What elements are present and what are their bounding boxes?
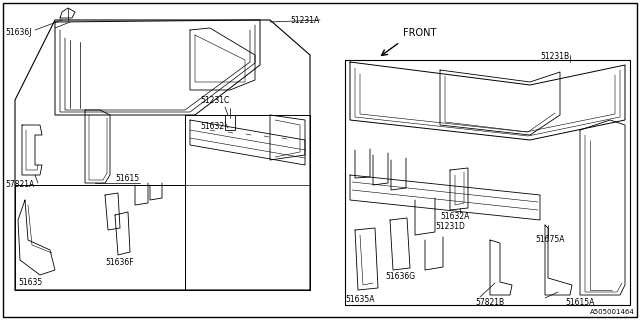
Text: 57821A: 57821A [5,180,35,189]
Text: A505001464: A505001464 [590,309,635,315]
Text: 51636F: 51636F [105,258,134,267]
Text: 51675A: 51675A [535,235,564,244]
Text: 57821B: 57821B [475,298,504,307]
Text: 51231C: 51231C [200,96,229,105]
Text: 51615A: 51615A [565,298,595,307]
Text: 51632: 51632 [200,122,224,131]
Text: 51635A: 51635A [345,295,374,304]
Text: 51231A: 51231A [290,16,319,25]
Text: 51231B: 51231B [540,52,569,61]
Text: 51632A: 51632A [440,212,469,221]
Text: 51636G: 51636G [385,272,415,281]
Text: 51636J: 51636J [5,28,31,37]
Text: 51231D: 51231D [435,222,465,231]
Text: 51635: 51635 [18,278,42,287]
Text: FRONT: FRONT [403,28,436,38]
Text: 51615: 51615 [115,174,139,183]
